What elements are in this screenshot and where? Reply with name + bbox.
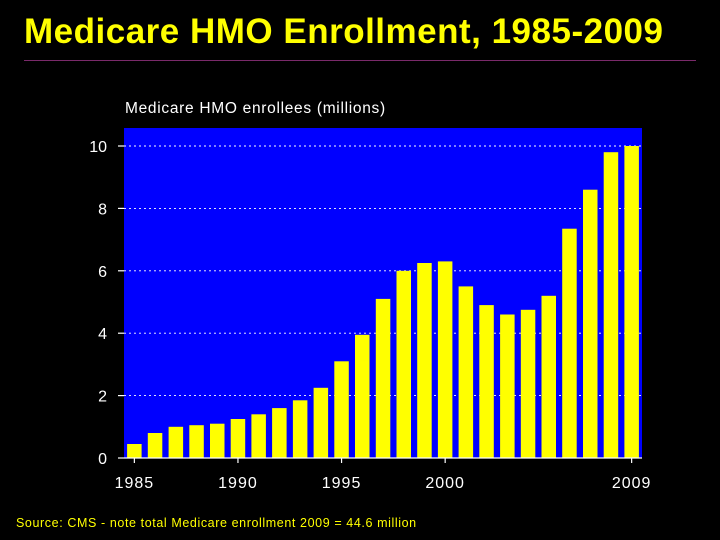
y-tick-label: 2 <box>98 389 107 406</box>
title-divider <box>24 60 696 61</box>
y-tick-label: 8 <box>98 201 107 218</box>
chart-title: Medicare HMO enrollees (millions) <box>125 100 386 117</box>
bar-1997 <box>375 298 391 458</box>
source-note: Source: CMS - note total Medicare enroll… <box>16 516 417 530</box>
bar-1987 <box>168 426 184 458</box>
y-tick-label: 0 <box>98 451 107 468</box>
bars <box>127 146 639 458</box>
bar-1990 <box>230 419 246 458</box>
bar-2007 <box>583 189 598 458</box>
slide-title: Medicare HMO Enrollment, 1985-2009 <box>24 12 664 51</box>
bar-2001 <box>458 286 474 458</box>
x-tick-label: 2000 <box>425 475 465 492</box>
bar-2009 <box>624 146 639 458</box>
bar-1992 <box>272 408 287 458</box>
bar-1985 <box>127 444 142 458</box>
bar-1989 <box>210 423 225 458</box>
bar-2005 <box>541 295 556 458</box>
bar-1995 <box>334 361 349 458</box>
bar-1986 <box>147 433 163 458</box>
bar-2003 <box>500 314 515 458</box>
bar-2000 <box>437 261 453 458</box>
x-tick-label: 2009 <box>612 475 652 492</box>
y-tick-label: 10 <box>89 139 107 156</box>
bar-1998 <box>396 270 411 458</box>
bar-2004 <box>520 309 536 458</box>
bar-2006 <box>562 228 577 458</box>
y-tick-label: 4 <box>98 326 107 343</box>
bar-1988 <box>189 425 204 458</box>
y-tick-label: 6 <box>98 264 107 281</box>
bar-2008 <box>603 152 619 458</box>
y-axis-ticks: 0 2 4 6 8 10 <box>89 139 124 468</box>
bar-1996 <box>355 334 370 458</box>
bar-2002 <box>479 305 494 458</box>
bar-1994 <box>313 387 329 458</box>
x-axis-ticks: 1985 1990 1995 2000 2009 <box>115 458 652 492</box>
bar-1999 <box>417 263 432 458</box>
x-tick-label: 1995 <box>322 475 362 492</box>
x-tick-label: 1990 <box>218 475 258 492</box>
bar-chart: Medicare HMO enrollees (millions) 0 2 4 6 8 1… <box>89 100 652 492</box>
bar-1993 <box>292 400 308 458</box>
bar-1991 <box>251 414 266 458</box>
x-tick-label: 1985 <box>115 475 155 492</box>
